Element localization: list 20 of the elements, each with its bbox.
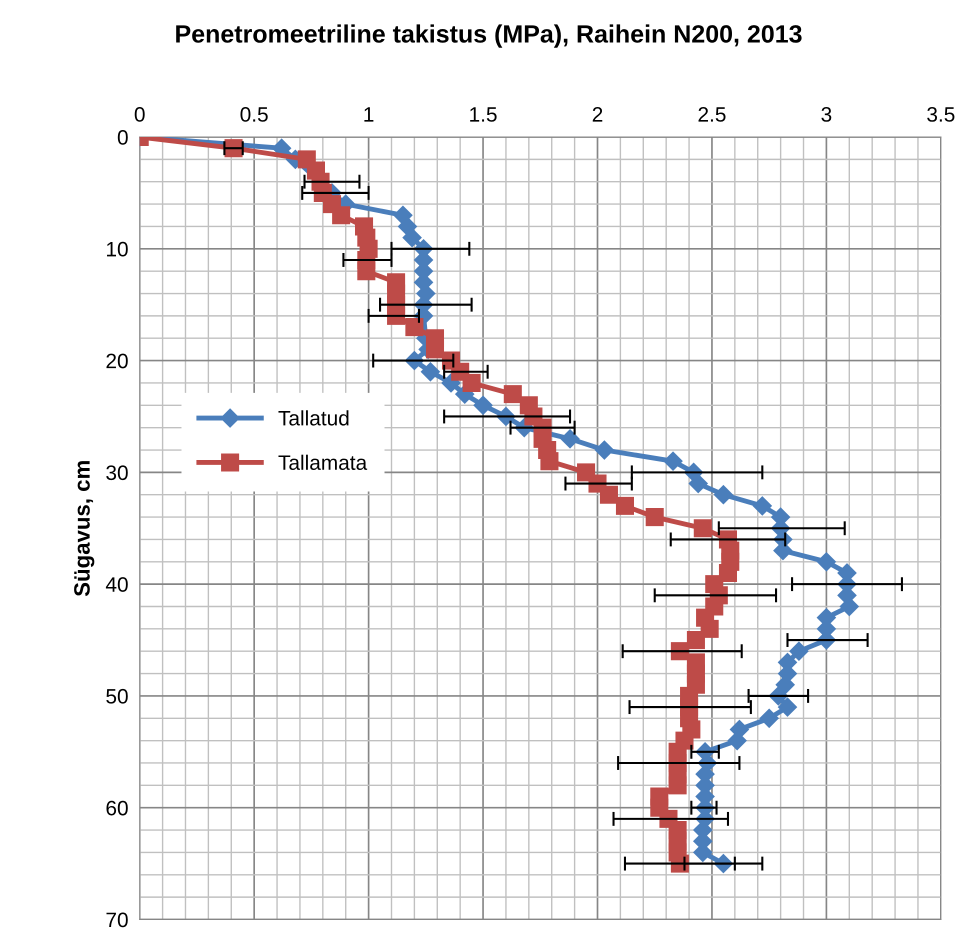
y-tick-label: 0 bbox=[118, 130, 128, 145]
x-tick-label: 2.5 bbox=[698, 107, 726, 122]
y-tick-label: 60 bbox=[106, 800, 128, 816]
legend-label: Tallamata bbox=[278, 454, 368, 470]
x-tick-label: 2 bbox=[592, 107, 602, 122]
y-tick-label: 50 bbox=[106, 688, 128, 704]
y-tick-label: 70 bbox=[106, 912, 128, 928]
x-tick-label: 3 bbox=[821, 107, 832, 122]
legend-label: Tallatud bbox=[278, 410, 348, 426]
x-tick-label: 0.5 bbox=[240, 107, 268, 122]
x-tick-label: 3.5 bbox=[927, 107, 954, 122]
y-axis-title: Sügavus, cm bbox=[74, 461, 94, 596]
y-tick-label: 30 bbox=[106, 465, 128, 480]
chart-title: Penetromeetriline takistus (MPa), Raihein N200, 2013 bbox=[176, 24, 802, 48]
y-tick-label: 10 bbox=[107, 242, 128, 257]
y-tick-label: 40 bbox=[106, 577, 128, 592]
y-tick-label: 20 bbox=[106, 354, 128, 368]
x-tick-label: 1 bbox=[364, 107, 374, 122]
x-tick-label: 0 bbox=[134, 107, 145, 122]
x-tick-label: 1.5 bbox=[470, 107, 497, 122]
